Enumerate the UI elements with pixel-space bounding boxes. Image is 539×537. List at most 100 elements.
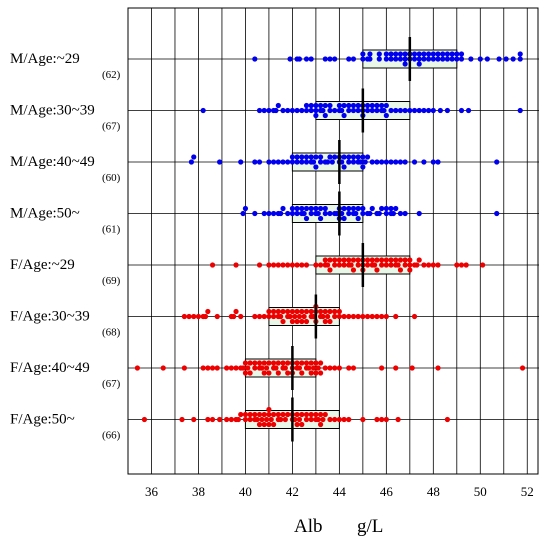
- data-point: [231, 313, 237, 320]
- data-point: [252, 56, 258, 62]
- data-point: [360, 154, 366, 160]
- group-count: (69): [102, 275, 121, 287]
- data-point: [317, 262, 324, 268]
- data-point: [388, 257, 394, 263]
- group-label: F/Age:~29: [10, 257, 75, 273]
- data-point: [336, 416, 342, 423]
- data-point: [332, 257, 338, 263]
- data-point: [313, 370, 319, 376]
- data-point: [317, 411, 324, 418]
- data-point: [374, 257, 380, 263]
- data-point: [402, 257, 408, 263]
- group-label: F/Age:40~49: [10, 360, 90, 376]
- data-point: [322, 365, 328, 371]
- data-point: [289, 205, 295, 212]
- group-count: (61): [102, 224, 121, 236]
- data-point: [317, 154, 324, 160]
- data-point: [468, 56, 474, 62]
- data-point: [379, 313, 385, 320]
- data-point: [256, 411, 263, 418]
- data-point: [364, 107, 371, 114]
- data-point: [388, 159, 394, 165]
- data-point: [388, 107, 394, 114]
- data-point: [256, 107, 263, 114]
- data-point: [426, 56, 432, 62]
- data-point: [393, 159, 399, 165]
- data-point: [402, 61, 408, 67]
- data-point: [289, 262, 295, 268]
- data-point: [256, 421, 263, 428]
- group-label: M/Age:~29: [10, 51, 80, 67]
- data-point: [407, 107, 413, 114]
- data-point: [205, 416, 211, 423]
- data-point: [181, 313, 187, 320]
- data-point: [388, 51, 394, 57]
- data-point: [266, 411, 272, 418]
- data-point: [383, 51, 389, 57]
- data-point: [411, 56, 418, 62]
- data-point: [388, 56, 394, 62]
- data-point: [271, 411, 277, 418]
- data-point: [383, 112, 389, 119]
- data-point: [242, 416, 249, 423]
- data-point: [228, 416, 234, 423]
- data-point: [421, 56, 427, 62]
- data-point: [214, 365, 220, 371]
- data-point: [383, 210, 389, 217]
- data-point: [275, 308, 281, 315]
- data-point: [271, 308, 277, 315]
- data-point: [303, 215, 310, 222]
- data-point: [341, 313, 347, 320]
- data-point: [416, 257, 422, 263]
- data-point: [346, 102, 352, 109]
- data-point: [289, 154, 295, 160]
- data-point: [303, 154, 310, 160]
- data-point: [421, 51, 427, 57]
- data-point: [308, 411, 314, 418]
- data-point: [430, 262, 436, 268]
- data-point: [308, 102, 314, 109]
- data-point: [256, 360, 263, 366]
- data-point: [266, 210, 272, 217]
- x-axis-title: Alb: [294, 516, 323, 537]
- data-point: [303, 360, 310, 366]
- data-point: [282, 365, 288, 371]
- x-tick-labels: 36 38 40 42 44 46 48 50 52: [145, 484, 534, 499]
- data-point: [299, 411, 305, 418]
- data-point: [263, 365, 270, 371]
- data-point: [308, 107, 314, 114]
- data-point: [266, 421, 272, 428]
- x-tick-label: 50: [474, 484, 487, 499]
- data-point: [341, 262, 347, 268]
- data-point: [379, 365, 385, 371]
- data-point: [233, 308, 239, 315]
- data-point: [310, 159, 317, 165]
- data-point: [186, 313, 192, 320]
- data-point: [303, 262, 310, 268]
- data-point: [327, 267, 333, 273]
- data-point: [477, 56, 483, 62]
- data-point: [278, 416, 284, 423]
- data-point: [465, 107, 472, 114]
- data-point: [463, 262, 469, 268]
- x-tick-label: 36: [145, 484, 159, 499]
- data-point: [228, 365, 234, 371]
- data-point: [252, 360, 258, 366]
- data-point: [317, 360, 324, 366]
- data-point: [294, 210, 300, 217]
- data-point: [308, 360, 314, 366]
- data-point: [510, 56, 516, 62]
- data-point: [367, 51, 373, 57]
- data-point: [402, 107, 408, 114]
- data-point: [449, 51, 455, 57]
- data-point: [327, 154, 333, 160]
- data-point: [350, 159, 357, 165]
- data-point: [271, 210, 277, 217]
- data-point: [303, 318, 310, 325]
- data-point: [322, 308, 328, 315]
- data-point: [308, 416, 314, 423]
- data-point: [280, 318, 286, 325]
- data-point: [480, 262, 486, 268]
- data-point: [285, 308, 291, 315]
- data-point: [317, 205, 324, 212]
